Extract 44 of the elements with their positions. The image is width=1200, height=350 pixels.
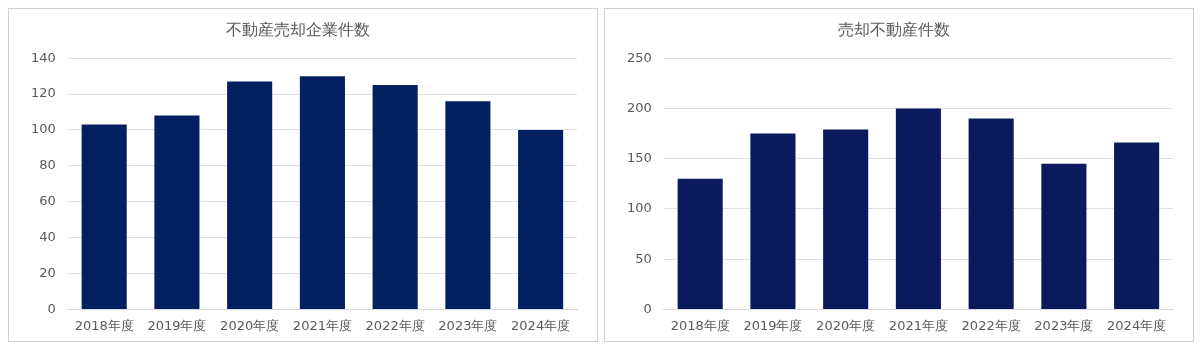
- x-tick-label: 2023年度: [438, 317, 498, 333]
- x-tick-label: 2022年度: [961, 317, 1021, 333]
- bar: [518, 129, 564, 309]
- y-tick-label: 100: [30, 121, 56, 137]
- x-tick-label: 2018年度: [670, 317, 730, 333]
- y-tick-label: 140: [30, 49, 56, 65]
- y-tick-label: 50: [635, 250, 652, 266]
- y-tick-label: 120: [30, 85, 56, 101]
- bar: [1114, 142, 1160, 309]
- bar: [372, 85, 418, 309]
- bar: [227, 81, 273, 309]
- bar: [895, 108, 941, 309]
- x-tick-label: 2023年度: [1034, 317, 1094, 333]
- bar: [823, 129, 869, 309]
- x-tick-label: 2021年度: [292, 317, 352, 333]
- y-tick-label: 200: [626, 99, 652, 115]
- y-tick-label: 0: [47, 300, 56, 316]
- x-tick-label: 2019年度: [147, 317, 207, 333]
- bar: [81, 124, 127, 309]
- x-tick-label: 2019年度: [743, 317, 803, 333]
- y-tick-label: 20: [39, 264, 56, 280]
- bar: [750, 133, 796, 309]
- y-tick-label: 40: [39, 229, 56, 244]
- x-tick-label: 2020年度: [220, 317, 280, 333]
- bar: [154, 115, 200, 309]
- x-tick-label: 2020年度: [816, 317, 876, 333]
- x-tick-label: 2022年度: [365, 317, 425, 333]
- bar: [1041, 163, 1087, 309]
- bar: [677, 178, 723, 309]
- chart-title: 不動産売却企業件数: [226, 19, 370, 39]
- chart-title: 売却不動産件数: [838, 19, 950, 39]
- x-tick-label: 2024年度: [511, 317, 571, 333]
- y-tick-label: 250: [626, 49, 652, 65]
- bar: [445, 101, 491, 309]
- x-tick-label: 2018年度: [74, 317, 134, 333]
- y-tick-label: 60: [39, 193, 56, 209]
- bar: [299, 76, 345, 309]
- y-tick-label: 80: [39, 157, 56, 173]
- x-tick-label: 2021年度: [888, 317, 948, 333]
- y-tick-label: 0: [643, 300, 652, 316]
- y-tick-label: 150: [626, 150, 652, 166]
- bar: [968, 118, 1014, 309]
- x-tick-label: 2024年度: [1107, 317, 1167, 333]
- y-tick-label: 100: [626, 200, 652, 216]
